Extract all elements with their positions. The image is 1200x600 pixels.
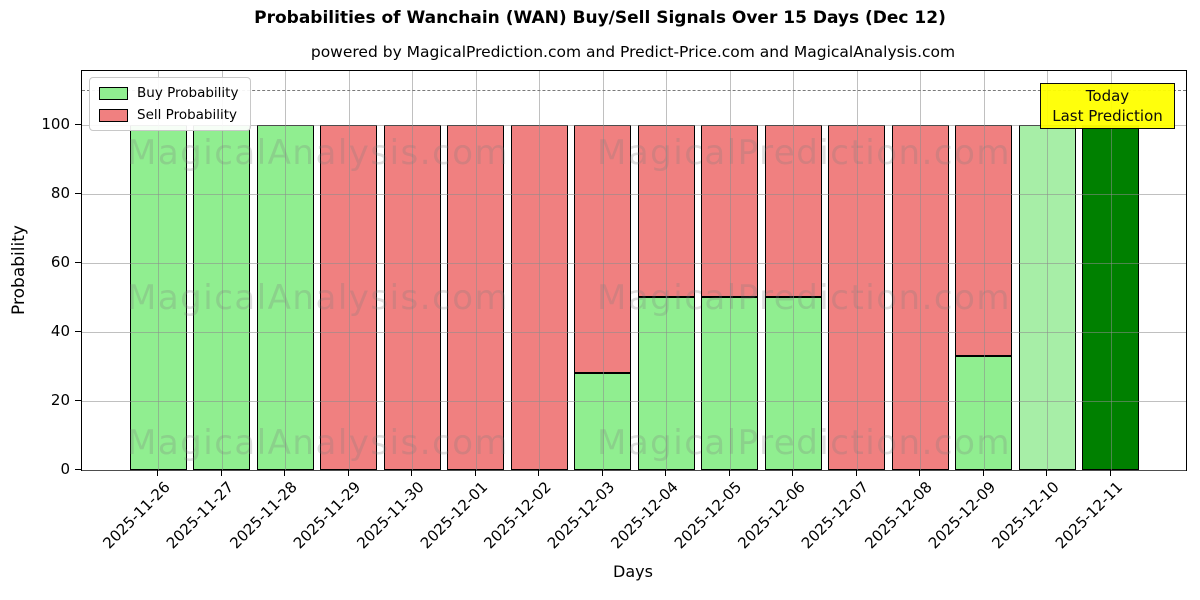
x-tick-mark-2025-12-08	[919, 470, 920, 476]
watermark-text-row3-col2: MagicalPrediction.com	[597, 423, 1011, 463]
legend-swatch-buy	[99, 86, 128, 100]
annotation-line-2: Last Prediction	[1052, 107, 1163, 125]
annotation-line-1: Today	[1085, 87, 1130, 105]
watermark-text-row2-col2: MagicalPrediction.com	[597, 278, 1011, 318]
v-gridline-2025-12-10	[1047, 71, 1048, 470]
legend-swatch-sell	[99, 108, 128, 122]
chart-title: Probabilities of Wanchain (WAN) Buy/Sell…	[254, 8, 946, 28]
watermark-text-row1-col1: MagicalAnalysis.com	[127, 133, 510, 173]
legend-label-sell: Sell Probability	[137, 107, 238, 123]
h-gridline-60	[82, 262, 1186, 264]
v-gridline-2025-11-28	[285, 71, 286, 470]
watermark-text-row3-col1: MagicalAnalysis.com	[127, 423, 510, 463]
h-gridline-40	[82, 331, 1186, 333]
x-tick-mark-2025-12-04	[665, 470, 666, 476]
h-gridline-100	[82, 124, 1186, 126]
v-gridline-2025-12-02	[539, 71, 540, 470]
x-tick-mark-2025-11-29	[347, 470, 349, 476]
y-tick-label-20: 20	[50, 390, 70, 409]
x-tick-mark-2025-12-09	[982, 470, 984, 476]
h-gridline-20	[82, 400, 1186, 402]
h-gridline-80	[82, 193, 1186, 195]
watermark-text-row2-col1: MagicalAnalysis.com	[127, 278, 510, 318]
x-tick-mark-2025-12-07	[855, 470, 857, 476]
y-tick-label-60: 60	[50, 252, 70, 271]
y-tick-label-40: 40	[50, 321, 70, 340]
v-gridline-2025-11-26	[158, 71, 159, 470]
v-gridline-2025-11-30	[412, 71, 413, 470]
x-tick-mark-2025-12-05	[728, 470, 730, 476]
v-gridline-2025-11-29	[348, 71, 350, 470]
x-tick-mark-2025-11-30	[411, 470, 412, 476]
x-tick-mark-2025-12-01	[474, 470, 476, 476]
grid-layer	[82, 71, 1186, 471]
x-tick-mark-2025-11-26	[157, 470, 158, 476]
x-tick-label-2025-11-26: 2025-11-26	[99, 478, 174, 553]
v-gridline-2025-12-01	[475, 71, 477, 470]
v-gridline-2025-12-05	[729, 71, 731, 470]
x-tick-mark-2025-11-27	[220, 470, 222, 476]
v-gridline-2025-12-09	[983, 71, 985, 470]
x-tick-mark-2025-12-03	[601, 470, 603, 476]
y-tick-mark-20	[75, 399, 81, 401]
y-tick-mark-80	[75, 192, 81, 194]
plot-area: MagicalAnalysis.com MagicalPrediction.com…	[81, 70, 1187, 471]
x-tick-mark-2025-11-28	[284, 470, 285, 476]
legend-label-buy: Buy Probability	[137, 85, 239, 101]
watermark-text-row1-col2: MagicalPrediction.com	[597, 133, 1011, 173]
today-annotation-box: Today Last Prediction	[1040, 83, 1175, 129]
v-gridline-2025-12-07	[856, 71, 858, 470]
v-gridline-2025-12-08	[920, 71, 921, 470]
x-axis-label: Days	[613, 562, 653, 581]
legend-item-sell: Sell Probability	[99, 107, 238, 123]
chart-subtitle: powered by MagicalPrediction.com and Pre…	[310, 43, 956, 61]
v-gridline-2025-11-27	[221, 71, 223, 470]
v-gridline-2025-12-06	[793, 71, 794, 470]
y-tick-label-0: 0	[60, 460, 70, 478]
y-tick-mark-100	[75, 123, 81, 125]
v-gridline-2025-12-04	[666, 71, 667, 470]
v-gridline-2025-12-03	[602, 71, 604, 470]
y-tick-mark-60	[75, 261, 81, 263]
threshold-dashed-line	[82, 90, 1186, 92]
x-tick-mark-2025-12-02	[538, 470, 539, 476]
y-tick-mark-40	[75, 330, 81, 332]
v-gridline-2025-12-11	[1110, 71, 1112, 470]
y-tick-mark-0	[75, 469, 81, 470]
y-tick-label-80: 80	[50, 183, 70, 202]
x-tick-mark-2025-12-11	[1109, 470, 1111, 476]
y-tick-label-100: 100	[41, 114, 70, 133]
x-tick-mark-2025-12-06	[792, 470, 793, 476]
x-tick-mark-2025-12-10	[1046, 470, 1047, 476]
h-gridline-0	[82, 470, 1186, 471]
legend-item-buy: Buy Probability	[99, 85, 238, 101]
legend: Buy Probability Sell Probability	[89, 77, 252, 131]
